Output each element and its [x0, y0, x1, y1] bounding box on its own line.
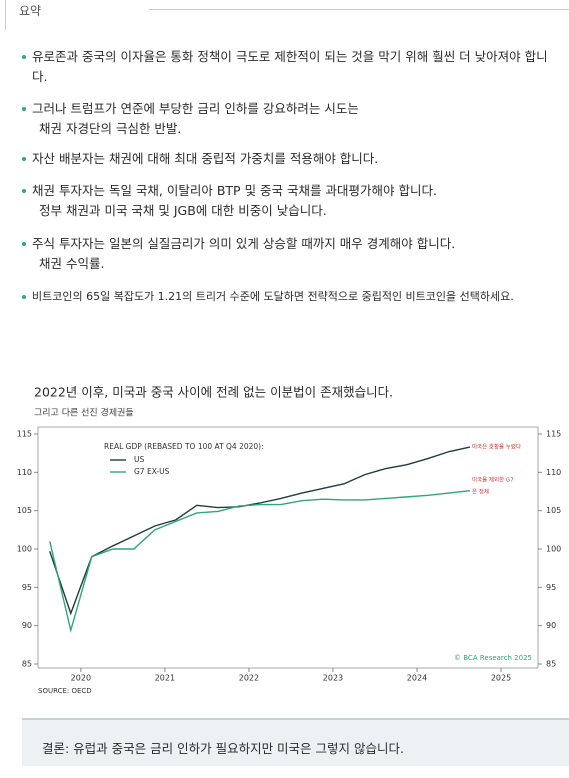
bullet-text: 채권 자경단의 극심한 반발.: [39, 121, 182, 136]
x-tick-label: 2022: [239, 674, 259, 683]
y-tick-label: 105: [17, 506, 32, 515]
annotation: 미국은 호황을 누렸다: [472, 443, 521, 451]
source: SOURCE: OECD: [38, 687, 92, 695]
credit: © BCA Research 2025: [454, 654, 532, 662]
summary-header: 요약: [5, 0, 569, 30]
legend-title: REAL GDP (REBASED TO 100 AT Q4 2020):: [104, 442, 264, 451]
bullet-text: 채권 수익률.: [39, 256, 105, 271]
bullet-text: 비트코인의 65일 복잡도가 1.21의 트리거 수준에 도달하면 전략적으로 …: [22, 287, 552, 307]
y-tick-label: 100: [17, 545, 32, 554]
y-tick-label: 90: [22, 621, 32, 630]
y-tick-label: 95: [22, 583, 32, 592]
bullet-text: 주식 투자자는 일본의 실질금리가 의미 있게 상승할 때까지 매우 경계해야 …: [22, 234, 552, 254]
x-tick-label: 2020: [71, 674, 91, 683]
bullet: 자산 배분자는 채권에 대해 최대 중립적 가중치를 적용해야 합니다.: [22, 149, 552, 169]
bullet-text: 유로존과 중국의 이자율은 통화 정책이 극도로 제한적이 되는 것을 막기 위…: [22, 47, 552, 87]
y2-tick-label: 110: [546, 468, 561, 477]
bullet: 비트코인의 65일 복잡도가 1.21의 트리거 수준에 도달하면 전략적으로 …: [22, 287, 552, 307]
y2-tick-label: 105: [546, 506, 561, 515]
legend-label: US: [134, 455, 144, 464]
annotation: 미국을 제외한 G7: [472, 476, 514, 484]
annotation: 은 정체: [472, 488, 489, 496]
heading: 요약: [19, 4, 42, 18]
plot-frame: [37, 426, 539, 669]
x-tick-label: 2024: [407, 674, 427, 683]
bullet: 채권 투자자는 독일 국채, 이탈리아 BTP 및 중국 국채를 과대평가해야 …: [22, 181, 552, 221]
series-line: [49, 446, 471, 616]
bullet-text: 그러나 트럼프가 연준에 부당한 금리 인하를 강요하려는 시도는: [22, 99, 552, 119]
y2-tick-label: 115: [546, 430, 561, 439]
y2-tick-label: 95: [546, 583, 556, 592]
x-tick-label: 2021: [155, 674, 175, 683]
y-tick-label: 85: [22, 660, 32, 669]
bullet: 유로존과 중국의 이자율은 통화 정책이 극도로 제한적이 되는 것을 막기 위…: [22, 47, 552, 87]
x-tick-label: 2023: [323, 674, 343, 683]
conclusion: 결론: 유럽과 중국은 금리 인하가 필요하지만 미국은 그렇지 않습니다.: [22, 718, 569, 766]
y-tick-label: 110: [17, 468, 32, 477]
bullet-text: 자산 배분자는 채권에 대해 최대 중립적 가중치를 적용해야 합니다.: [22, 149, 552, 169]
legend-label: G7 EX-US: [134, 467, 170, 476]
y-tick-label: 115: [17, 430, 32, 439]
series-line: [49, 490, 471, 634]
y2-tick-label: 100: [546, 545, 561, 554]
chart: 2022년 이후, 미국과 중국 사이에 전례 없는 이분법이 존재했습니다. …: [17, 385, 562, 696]
bullet: 주식 투자자는 일본의 실질금리가 의미 있게 상승할 때까지 매우 경계해야 …: [22, 234, 552, 274]
y2-tick-label: 85: [546, 660, 556, 669]
bullet-text: 채권 투자자는 독일 국채, 이탈리아 BTP 및 중국 국채를 과대평가해야 …: [22, 181, 552, 201]
x-tick-label: 2025: [491, 674, 511, 683]
chart-title: 2022년 이후, 미국과 중국 사이에 전례 없는 이분법이 존재했습니다.: [34, 385, 393, 400]
bullet-text: 정부 채권과 미국 국채 및 JGB에 대한 비중이 낮습니다.: [39, 203, 327, 218]
y2-tick-label: 90: [546, 621, 556, 630]
chart-subtitle: 그리고 다른 선진 경제권들: [34, 407, 134, 419]
